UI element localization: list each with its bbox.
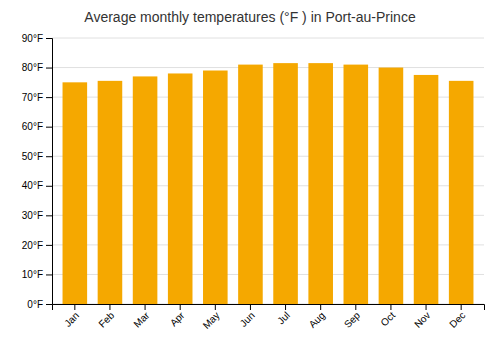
chart: Average monthly temperatures (°F ) in Po… [0,0,500,350]
tick: 10°F [22,269,52,280]
tick: Jan [62,304,81,329]
tick-label: Dec [447,310,467,330]
tick-label: Aug [307,310,327,330]
tick: Oct [379,304,398,328]
tick: Aug [307,304,327,330]
tick: Apr [168,304,187,328]
tick-mark [180,304,181,310]
tick-label: 60°F [22,121,43,132]
tick-label: Mar [131,309,151,329]
tick: Dec [447,304,467,330]
tick: 30°F [22,210,52,221]
title: Average monthly temperatures (°F ) in Po… [84,9,416,25]
bar [308,63,333,304]
tick-mark [46,97,52,98]
tick-mark [46,304,52,305]
tick-mark [320,304,321,310]
bar [98,81,123,304]
tick-label: 40°F [22,180,43,191]
axis-line [53,305,485,311]
tick: Mar [131,304,151,330]
tick: Feb [96,304,116,330]
bar [63,82,88,304]
tick: Jul [275,304,292,326]
bar [273,63,298,304]
tick: 0°F [27,299,52,310]
tick-mark [46,156,52,157]
tick-label: Jul [275,310,292,327]
bar [344,65,369,304]
tick-label: 50°F [22,151,43,162]
tick: 80°F [22,62,52,73]
grid-line [52,38,484,39]
y-axis: 0°F 10°F 20°F 30°F 40°F 50°F 60°F 70°F 80°F 90°F [22,33,53,310]
tick-label: Jun [238,310,257,329]
bar [133,76,158,304]
bar [203,71,228,304]
tick-label: 90°F [22,33,43,44]
tick-label: Nov [412,310,432,330]
tick: Jun [238,304,257,329]
tick-mark [109,304,110,310]
x-axis: Jan Feb Mar Apr May Jun Jul Aug Sep Oct Nov Dec [53,304,485,331]
bar [238,65,263,304]
tick-mark [46,68,52,69]
tick-mark [46,186,52,187]
tick-mark [355,304,356,310]
bar [168,73,193,304]
tick-label: Apr [168,309,187,328]
tick-mark [461,304,462,310]
tick: 40°F [22,180,52,191]
tick-label: Sep [342,309,363,330]
tick: 70°F [22,92,52,103]
bar [379,68,404,304]
tick-label: 10°F [22,269,43,280]
tick-label: 20°F [22,240,43,251]
tick-mark [74,304,75,310]
tick-label: May [201,310,222,331]
tick-label: 70°F [22,92,43,103]
tick-mark [46,274,52,275]
tick-label: 0°F [27,299,43,310]
tick-label: 30°F [22,210,43,221]
tick-label: Feb [96,309,116,329]
tick-mark [46,127,52,128]
grid-line [52,67,484,68]
axis-line [46,39,53,305]
tick: Nov [412,304,432,330]
tick-mark [46,38,52,39]
tick: 60°F [22,121,52,132]
tick-mark [46,215,52,216]
tick-mark [285,304,286,310]
tick-label: Jan [62,310,81,329]
bar [449,81,474,304]
bars [63,63,474,304]
tick-label: 80°F [22,62,43,73]
tick: Sep [342,304,363,330]
tick-label: Oct [379,310,398,329]
tick: 50°F [22,151,52,162]
grid [52,38,484,304]
tick-mark [46,245,52,246]
plot: 0°F 10°F 20°F 30°F 40°F 50°F 60°F 70°F 80°F 90°F J… [22,33,485,331]
tick: 90°F [22,33,52,44]
tick-mark [390,304,391,310]
tick: May [201,304,222,331]
tick-mark [215,304,216,310]
bar [414,75,439,304]
tick-mark [250,304,251,310]
tick-mark [426,304,427,310]
tick-mark [145,304,146,310]
tick: 20°F [22,240,52,251]
